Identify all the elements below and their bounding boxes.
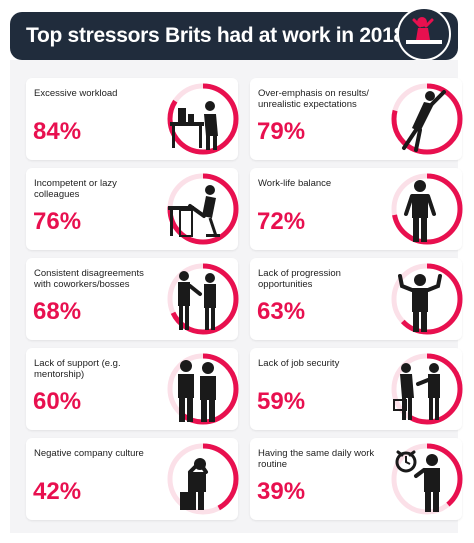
stressor-label: Negative company culture xyxy=(34,448,144,459)
stressor-label: Lack of support (e.g. mentorship) xyxy=(34,358,121,380)
ring-value-arc xyxy=(391,443,463,515)
stressor-percent: 39% xyxy=(257,478,306,505)
stressor-card: Work-life balance 72% xyxy=(250,168,463,250)
stressor-percent: 60% xyxy=(33,388,82,415)
ring-value-arc xyxy=(167,83,239,155)
stressor-card: Consistent disagreements with coworkers/… xyxy=(26,258,239,340)
stressor-card: Having the same daily work routine 39% xyxy=(250,438,463,520)
ring-value-arc xyxy=(167,263,239,335)
stressor-label: Incompetent or lazy colleagues xyxy=(34,178,117,200)
person-at-desk-with-papers-icon xyxy=(170,101,218,150)
person-with-box-icon xyxy=(393,363,440,420)
stressor-percent: 63% xyxy=(257,298,306,325)
stressor-card: Lack of progression opportunities 63% xyxy=(250,258,463,340)
chart-title: Top stressors Brits had at work in 2018 xyxy=(26,24,405,47)
two-people-standing-icon xyxy=(178,360,216,422)
stressor-label: Work-life balance xyxy=(258,178,332,189)
stressor-label: Over-emphasis on results/ unrealistic ex… xyxy=(258,88,369,110)
stressed-person-emblem-icon xyxy=(397,7,451,61)
stressor-percent: 76% xyxy=(33,208,82,235)
stressor-label: Excessive workload xyxy=(34,88,118,99)
two-people-arguing-icon xyxy=(178,271,216,330)
stressor-card: Lack of job security 59% xyxy=(250,348,463,430)
stressor-label: Having the same daily work routine xyxy=(258,448,375,470)
stressor-label: Lack of job security xyxy=(258,358,340,369)
stressor-percent: 79% xyxy=(257,118,306,145)
stressor-percent: 42% xyxy=(33,478,82,505)
person-leaning-on-wall-icon xyxy=(402,90,446,152)
person-shrugging-icon xyxy=(398,274,442,332)
ring-value-arc xyxy=(391,353,463,425)
stressor-card: Negative company culture 42% xyxy=(26,438,239,520)
title-bar: Top stressors Brits had at work in 2018 xyxy=(10,12,458,60)
stressor-percent: 72% xyxy=(257,208,306,235)
percent-ring xyxy=(391,353,463,425)
percent-ring xyxy=(391,83,463,155)
percent-ring xyxy=(167,263,239,335)
stressor-percent: 84% xyxy=(33,118,82,145)
stressor-card: Excessive workload 84% xyxy=(26,78,239,160)
stressor-percent: 68% xyxy=(33,298,82,325)
stressor-label: Lack of progression opportunities xyxy=(258,268,341,290)
person-with-alarm-clock-icon xyxy=(395,450,440,512)
person-sitting-head-in-hands-icon xyxy=(180,458,208,510)
person-lounging-at-desk-icon xyxy=(168,185,220,237)
ring-value-arc xyxy=(167,443,239,515)
stressor-card: Over-emphasis on results/ unrealistic ex… xyxy=(250,78,463,160)
stressor-percent: 59% xyxy=(257,388,306,415)
stressor-card: Lack of support (e.g. mentorship) 60% xyxy=(26,348,239,430)
stressor-label: Consistent disagreements with coworkers/… xyxy=(34,268,144,290)
percent-ring xyxy=(167,443,239,515)
percent-ring xyxy=(167,83,239,155)
ring-value-arc xyxy=(391,83,463,155)
person-standing-icon xyxy=(404,180,436,242)
stressor-card: Incompetent or lazy colleagues 76% xyxy=(26,168,239,250)
